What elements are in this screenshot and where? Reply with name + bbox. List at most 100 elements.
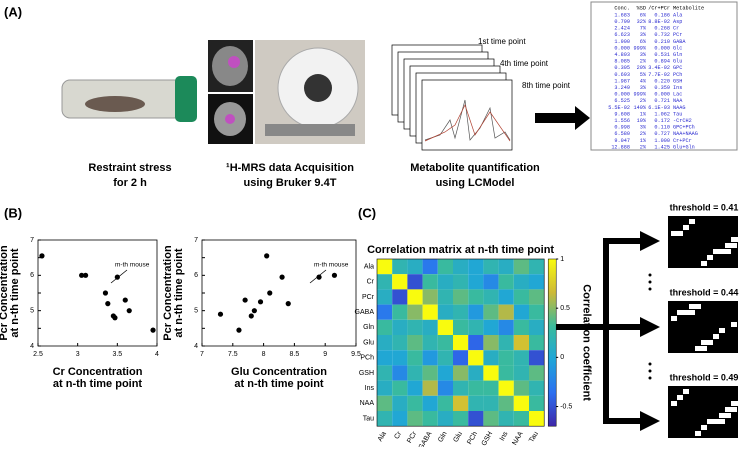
panel-label: (C) [358, 205, 376, 220]
table-cell: GPC [673, 65, 682, 71]
matrix-pixel [713, 419, 725, 424]
cell [529, 350, 545, 366]
x-tick-label: 8.5 [290, 351, 300, 358]
colorbar-tick-label: 0 [560, 354, 564, 361]
cell [392, 350, 408, 366]
cell [422, 335, 438, 351]
matrix-pixel [725, 243, 737, 248]
threshold-label: threshold = 0.49 [670, 372, 739, 382]
cell [377, 274, 393, 290]
cell [453, 274, 469, 290]
spectra-stack [391, 44, 513, 151]
cell [407, 380, 423, 396]
cell [407, 335, 423, 351]
cell [437, 365, 453, 381]
time-point-label: 8th time point [522, 81, 571, 90]
table-cell: 0.727 [654, 131, 670, 137]
col-label: Ins [499, 430, 510, 442]
cell [513, 304, 529, 320]
cell [437, 274, 453, 290]
cell [513, 365, 529, 381]
x-tick-label: 3 [76, 351, 80, 358]
cell [377, 259, 393, 275]
cell [437, 259, 453, 275]
col-label: Cr [393, 430, 403, 440]
cell [468, 319, 484, 335]
table-cell: GABA [673, 39, 686, 45]
cell [422, 259, 438, 275]
cell [422, 350, 438, 366]
y-tick-label: 5 [194, 308, 198, 315]
table-cell: Gln [673, 52, 682, 58]
row-label: Cr [367, 279, 375, 286]
table-cell: NAA [673, 98, 683, 104]
table-cell: 7.7E-02 [648, 72, 670, 78]
table-cell: GPC+PCh [673, 125, 695, 131]
cell [529, 304, 545, 320]
table-cell: 0.210 [654, 39, 670, 45]
cell [377, 411, 393, 427]
row-label: PCr [362, 294, 375, 301]
cell [483, 259, 499, 275]
annotation-arrow [110, 269, 128, 284]
y-axis-label: Pcr Concentration [0, 245, 10, 341]
cell [377, 289, 393, 305]
cell [407, 365, 423, 381]
arrow [535, 106, 590, 130]
cell [453, 411, 469, 427]
y-tick-label: 4 [30, 343, 34, 350]
col-label: GSH [481, 431, 495, 447]
cell [529, 259, 545, 275]
table-cell: 20% [637, 65, 647, 71]
matrix-pixel [683, 225, 689, 230]
heatmap-title: Correlation matrix at n-th time point [367, 244, 554, 256]
cell [392, 380, 408, 396]
cell [422, 380, 438, 396]
cell [498, 319, 514, 335]
branch-arrows [550, 231, 660, 431]
cell [392, 304, 408, 320]
cell [513, 395, 529, 411]
table-cell: 3% [640, 85, 647, 91]
row-label: GABA [355, 309, 375, 316]
cell [483, 395, 499, 411]
cell [422, 289, 438, 305]
table-cell: Ins [673, 85, 682, 91]
point [79, 272, 85, 278]
table-cell: 1.000 [654, 138, 670, 144]
table-cell: 1.425 [654, 144, 670, 150]
step-caption: Restraint stress [88, 162, 171, 174]
table-cell: 0.268 [654, 26, 670, 32]
col-label: Glu [452, 431, 464, 444]
y-axis-label: at n-th time point [173, 248, 185, 338]
cell [513, 380, 529, 396]
col-label: Ala [377, 431, 388, 443]
colorbar-tick-label: 1 [560, 256, 564, 263]
table-cell: PCh [673, 72, 682, 78]
cell [392, 319, 408, 335]
colorbar [547, 258, 557, 427]
table-cell: 4% [640, 78, 647, 84]
table-cell: 2% [640, 144, 647, 150]
cell [407, 259, 423, 275]
colorbar-tick-label: 0.5 [560, 305, 570, 312]
cell [468, 365, 484, 381]
table-cell: 5.5E-02 [608, 105, 630, 111]
table-cell: Glu [673, 59, 682, 65]
x-axis-label: at n-th time point [53, 378, 143, 390]
y-axis-label: Pcr Concentration [162, 245, 174, 341]
cell [498, 335, 514, 351]
table-cell: 0.000 [654, 92, 670, 98]
colorbar-label: Correlation coefficient [580, 284, 592, 401]
cell [392, 411, 408, 427]
row-label: PCh [360, 355, 374, 362]
cell [498, 289, 514, 305]
table-cell: Cr [673, 26, 679, 32]
cell [377, 395, 393, 411]
matrix-pixel [671, 401, 677, 406]
table-cell: 0.998 [614, 125, 630, 131]
table-cell: Tau [673, 111, 682, 117]
step-caption: using Bruker 9.4T [244, 177, 337, 189]
panel-label: (A) [4, 4, 22, 19]
